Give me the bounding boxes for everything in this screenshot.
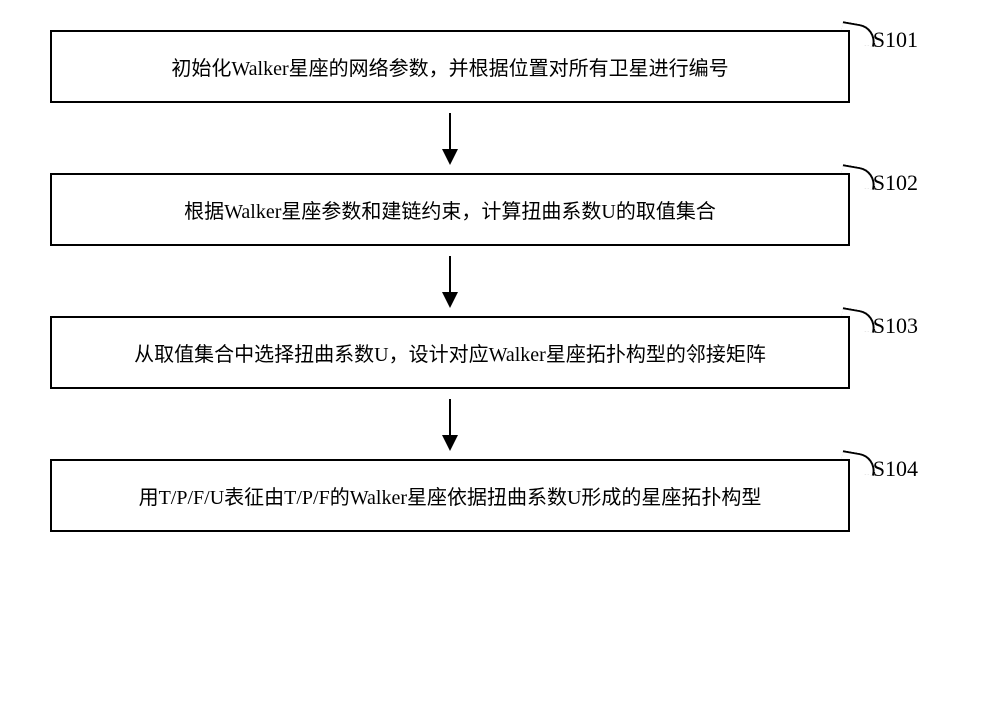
step-label-4: S104: [873, 456, 918, 482]
step-box-4: 用T/P/F/U表征由T/P/F的Walker星座依据扭曲系数U形成的星座拓扑构…: [50, 459, 850, 532]
step-text-1: 初始化Walker星座的网络参数，并根据位置对所有卫星进行编号: [171, 52, 728, 81]
step-box-1: 初始化Walker星座的网络参数，并根据位置对所有卫星进行编号 S101: [50, 30, 850, 103]
arrow-container-3: [50, 389, 850, 459]
step-text-4: 用T/P/F/U表征由T/P/F的Walker星座依据扭曲系数U形成的星座拓扑构…: [139, 481, 762, 510]
step-label-2: S102: [873, 170, 918, 196]
step-label-3: S103: [873, 313, 918, 339]
step-label-1: S101: [873, 27, 918, 53]
arrow-container-1: [50, 103, 850, 173]
step-box-3: 从取值集合中选择扭曲系数U，设计对应Walker星座拓扑构型的邻接矩阵 S103: [50, 316, 850, 389]
arrow-1: [449, 113, 451, 163]
arrow-3: [449, 399, 451, 449]
step-text-2: 根据Walker星座参数和建链约束，计算扭曲系数U的取值集合: [184, 195, 716, 224]
arrow-container-2: [50, 246, 850, 316]
step-box-2: 根据Walker星座参数和建链约束，计算扭曲系数U的取值集合 S102: [50, 173, 850, 246]
flowchart-container: 初始化Walker星座的网络参数，并根据位置对所有卫星进行编号 S101 根据W…: [50, 30, 950, 532]
step-text-3: 从取值集合中选择扭曲系数U，设计对应Walker星座拓扑构型的邻接矩阵: [134, 338, 766, 367]
arrow-2: [449, 256, 451, 306]
